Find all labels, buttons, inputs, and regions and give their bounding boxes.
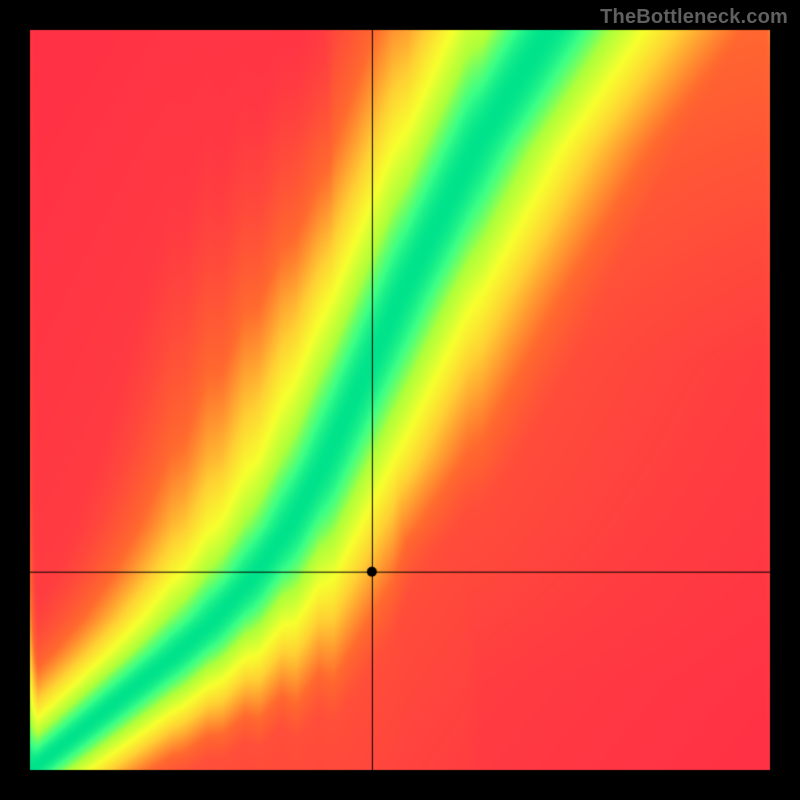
chart-container: TheBottleneck.com <box>0 0 800 800</box>
watermark-text: TheBottleneck.com <box>600 6 788 29</box>
bottleneck-heatmap <box>0 0 800 800</box>
